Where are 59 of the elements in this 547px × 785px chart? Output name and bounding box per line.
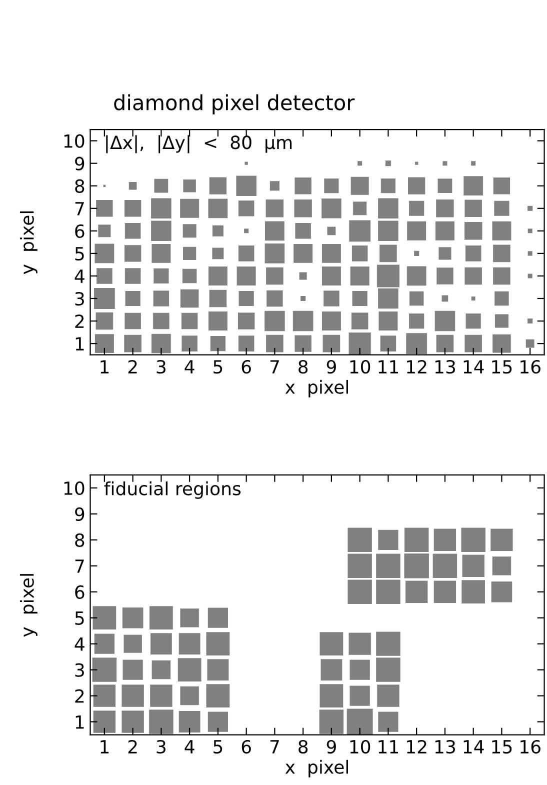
x-tick-label: 3 <box>156 360 166 374</box>
x-tick-label: 13 <box>435 360 455 374</box>
x-tick-label: 12 <box>407 360 426 374</box>
y-tick-label: 8 <box>75 179 84 193</box>
x-tick-label: 16 <box>520 740 540 754</box>
y-tick-label: 1 <box>76 715 84 729</box>
y-tick-label: 5 <box>75 247 84 261</box>
x-tick-label: 6 <box>242 740 251 754</box>
x-tick-label: 8 <box>298 360 308 374</box>
x-tick-label: 10 <box>350 360 370 374</box>
y-tick-label: 8 <box>75 533 84 547</box>
x-tick-label: 3 <box>156 740 166 754</box>
x-tick-label: 1 <box>100 360 109 374</box>
y-axis-title: y pixel <box>20 574 38 637</box>
y-tick-label: 10 <box>64 134 84 148</box>
x-tick-label: 5 <box>214 360 222 374</box>
y-tick-label: 6 <box>75 585 84 599</box>
x-axis-title: x pixel <box>285 760 348 778</box>
x-tick-label: 14 <box>464 740 484 754</box>
x-tick-label: 8 <box>298 740 308 754</box>
x-axis-title: x pixel <box>285 380 348 398</box>
y-tick-label: 4 <box>74 638 84 651</box>
x-tick-label: 9 <box>326 740 336 754</box>
x-tick-label: 7 <box>270 740 279 754</box>
y-tick-label: 7 <box>75 560 84 573</box>
chart-title: diamond pixel detector <box>114 94 355 114</box>
y-tick-label: 3 <box>75 292 84 306</box>
y-tick-label: 1 <box>76 337 84 350</box>
x-tick-label: 4 <box>184 360 194 374</box>
x-tick-label: 13 <box>435 740 455 754</box>
x-tick-label: 11 <box>378 740 398 754</box>
x-tick-label: 15 <box>492 360 512 374</box>
annotation: fiducial regions <box>104 481 241 499</box>
y-axis-title: y pixel <box>20 211 38 274</box>
y-tick-label: 9 <box>75 156 84 170</box>
x-tick-label: 7 <box>270 360 279 374</box>
x-tick-label: 16 <box>520 360 540 374</box>
y-tick-label: 4 <box>74 270 84 283</box>
annotation: |Δx|, |Δy| < 80 μm <box>106 135 292 154</box>
x-tick-label: 2 <box>128 360 137 374</box>
y-tick-label: 7 <box>75 202 84 216</box>
x-tick-label: 4 <box>184 740 194 754</box>
x-tick-label: 6 <box>242 360 251 374</box>
y-tick-label: 2 <box>75 314 84 328</box>
x-tick-label: 11 <box>378 360 398 374</box>
x-tick-label: 5 <box>214 740 222 754</box>
x-tick-label: 10 <box>350 740 370 754</box>
y-tick-label: 9 <box>75 507 84 522</box>
y-tick-label: 3 <box>75 663 84 677</box>
y-tick-label: 10 <box>64 481 84 496</box>
y-tick-label: 2 <box>75 689 84 703</box>
y-tick-label: 5 <box>75 612 84 625</box>
x-tick-label: 12 <box>407 740 426 754</box>
x-tick-label: 9 <box>326 360 336 374</box>
x-tick-label: 2 <box>128 740 137 754</box>
x-tick-label: 15 <box>492 740 512 754</box>
y-tick-label: 6 <box>75 224 84 238</box>
x-tick-label: 14 <box>464 360 484 374</box>
x-tick-label: 1 <box>100 740 109 754</box>
